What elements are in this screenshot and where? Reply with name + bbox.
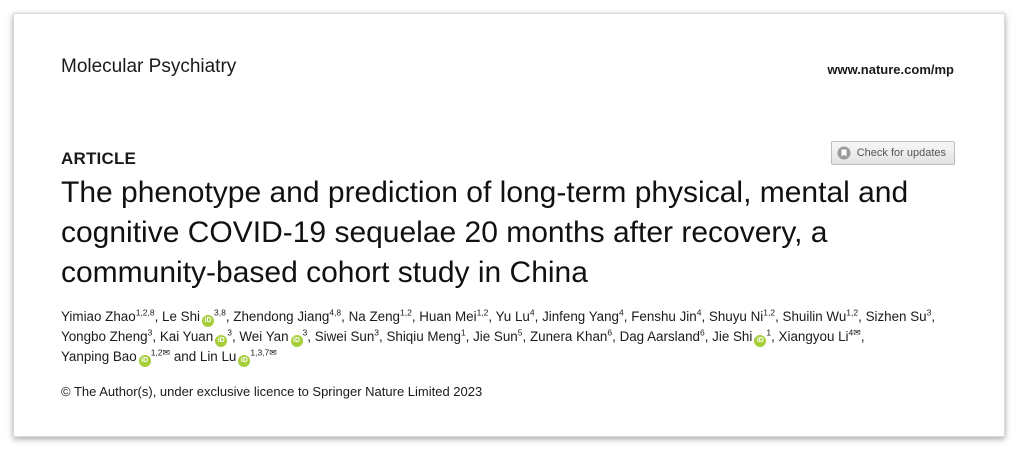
author-name[interactable]: Na Zeng1,2 (348, 307, 412, 324)
author-affiliation: 4 (529, 307, 535, 318)
author-affiliation: 1,2 (476, 307, 489, 318)
author-name[interactable]: Jie Sun5 (473, 327, 523, 344)
author-affiliation: 3 (147, 327, 153, 338)
author-affiliation: 3 (227, 327, 232, 338)
orcid-icon[interactable]: iD (238, 355, 251, 367)
article-title: The phenotype and prediction of long-ter… (61, 176, 909, 289)
author-name-text: Jinfeng Yang (542, 309, 619, 324)
author-name[interactable]: Yimiao Zhao1,2,8 (61, 307, 155, 324)
author-affiliation: 1,2 (846, 307, 859, 318)
envelope-icon[interactable]: ✉ (853, 327, 861, 338)
author-affiliation: 3,8 (214, 307, 226, 318)
author-affiliation: 1,3,7✉ (250, 347, 277, 358)
check-for-updates-label: Check for updates (856, 147, 946, 159)
author-affiliation: 4 (619, 307, 624, 318)
envelope-icon[interactable]: ✉ (269, 347, 277, 358)
author-name-text: Jie Shi (712, 329, 753, 344)
author-name-text: Dag Aarsland (619, 329, 700, 344)
author-name[interactable]: Sizhen Su3 (865, 307, 932, 324)
author-name[interactable]: Shiqiu Meng1 (386, 327, 466, 344)
author-name-text: Yu Lu (495, 309, 530, 324)
author-name-text: Shuilin Wu (782, 309, 847, 324)
check-for-updates-button[interactable]: Check for updates (830, 141, 955, 165)
author-name-text: Sizhen Su (865, 309, 927, 324)
author-affiliation: 1,2 (399, 307, 412, 318)
author-name[interactable]: Xiangyou Li4✉ (778, 327, 861, 344)
author-name[interactable]: Siwei Sun3 (314, 327, 379, 344)
author-name-text: Fenshu Jin (631, 309, 697, 324)
author-affiliation: 1,2✉ (150, 347, 171, 358)
author-affiliation: 3 (302, 327, 308, 338)
author-name[interactable]: Fenshu Jin4 (631, 307, 702, 324)
author-name[interactable]: Shuyu Ni1,2 (708, 307, 776, 324)
copyright-notice: © The Author(s), under exclusive licence… (61, 384, 483, 399)
author-name-text: Siwei Sun (314, 329, 375, 344)
author-list: Yimiao Zhao1,2,8, Le Shi iD3,8, Zhendong … (61, 307, 971, 367)
author-name[interactable]: Shuilin Wu1,2 (782, 307, 859, 324)
author-affiliation: 6 (699, 327, 705, 338)
author-affiliation: 1 (766, 327, 772, 338)
author-affiliation: 1,2,8 (135, 307, 155, 318)
author-affiliation: 3 (926, 307, 932, 318)
orcid-icon[interactable]: iD (754, 335, 767, 347)
journal-name: Molecular Psychiatry (61, 56, 237, 77)
author-name-text: Shiqiu Meng (386, 329, 461, 344)
author-affiliation: 3 (374, 327, 379, 338)
author-name-text: Le Shi (162, 309, 201, 324)
envelope-icon[interactable]: ✉ (162, 347, 171, 358)
author-name[interactable]: Yu Lu4 (495, 307, 535, 324)
author-affiliation: 6 (607, 327, 613, 338)
author-name-text: Zhendong Jiang (233, 309, 330, 324)
author-affiliation: 5 (517, 327, 523, 338)
author-name-text: Yimiao Zhao (61, 309, 136, 324)
author-name[interactable]: Kai Yuan iD3 (159, 327, 232, 347)
author-affiliation: 4✉ (848, 327, 861, 338)
bookmark-icon (837, 146, 851, 160)
author-name[interactable]: Jie Shi iD1 (712, 327, 772, 347)
author-name[interactable]: Jinfeng Yang4 (542, 307, 624, 324)
author-name-text: Wei Yan (239, 329, 289, 344)
journal-url[interactable]: www.nature.com/mp (827, 62, 954, 77)
author-name[interactable]: Lin Lu iD1,3,7✉ (199, 347, 277, 367)
orcid-icon[interactable]: iD (215, 335, 228, 347)
author-affiliation: 4 (696, 307, 702, 318)
author-affiliation: 1,2 (763, 307, 776, 318)
author-and: and (173, 349, 200, 364)
author-name-text: Lin Lu (199, 349, 237, 364)
author-name-text: Na Zeng (348, 309, 400, 324)
author-name[interactable]: Yanping Bao iD1,2✉ (61, 347, 171, 367)
author-affiliation: 4,8 (329, 307, 342, 318)
author-affiliation: 1 (460, 327, 466, 338)
orcid-icon[interactable]: iD (290, 335, 303, 347)
author-name[interactable]: Zhendong Jiang4,8 (233, 307, 342, 324)
orcid-icon[interactable]: iD (138, 355, 151, 367)
author-name[interactable]: Yongbo Zheng3 (61, 327, 153, 344)
author-name-text: Kai Yuan (159, 329, 214, 344)
author-name-text: Jie Sun (473, 329, 518, 344)
author-name-text: Yanping Bao (61, 349, 137, 364)
orcid-icon[interactable]: iD (202, 315, 215, 327)
author-name-text: Huan Mei (419, 309, 477, 324)
author-name[interactable]: Le Shi iD3,8 (162, 307, 226, 327)
author-name-text: Zunera Khan (529, 329, 608, 344)
article-type: ARTICLE (61, 149, 137, 168)
author-name[interactable]: Wei Yan iD3 (239, 327, 308, 347)
article-header-card: Molecular Psychiatry www.nature.com/mp A… (13, 13, 1005, 437)
author-name[interactable]: Zunera Khan6 (529, 327, 613, 344)
author-name-text: Shuyu Ni (708, 309, 764, 324)
author-name[interactable]: Huan Mei1,2 (419, 307, 489, 324)
author-name-text: Yongbo Zheng (61, 329, 148, 344)
author-name[interactable]: Dag Aarsland6 (619, 327, 705, 344)
author-name-text: Xiangyou Li (778, 329, 849, 344)
